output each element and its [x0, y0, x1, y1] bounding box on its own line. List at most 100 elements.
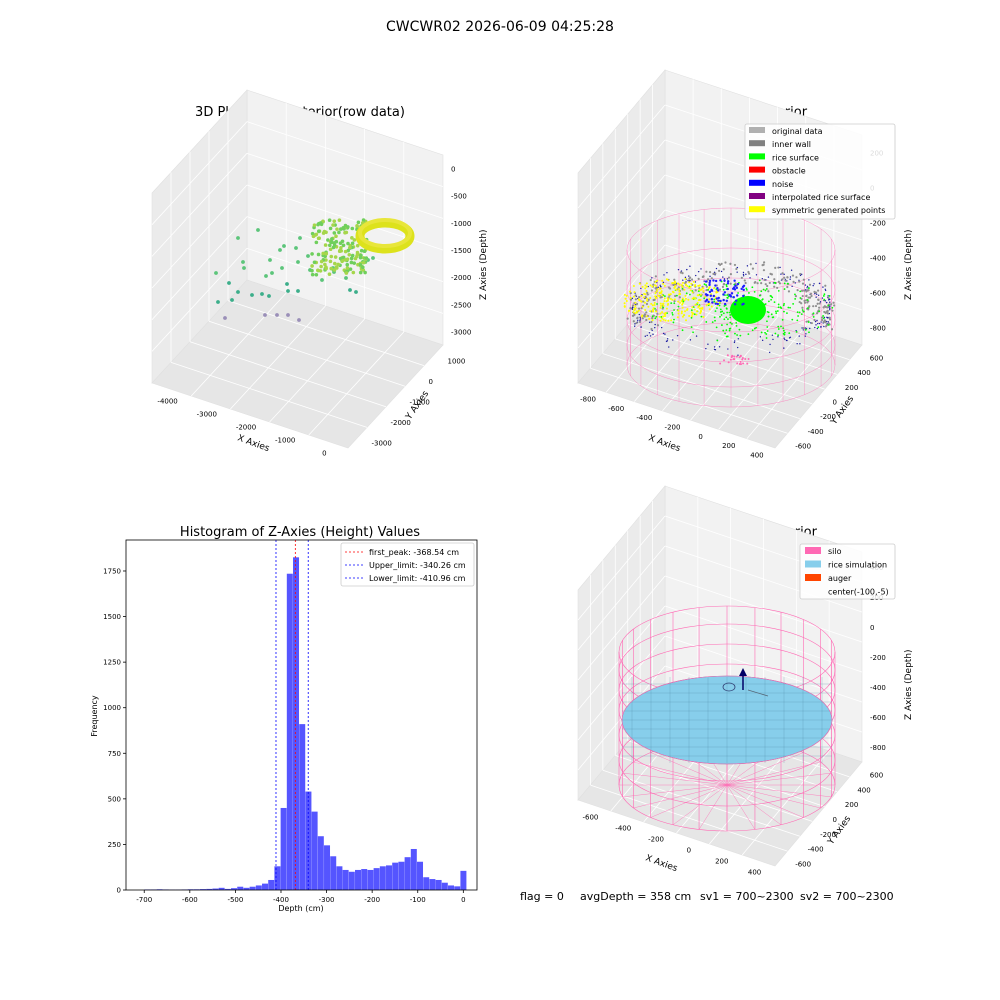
noise-point — [794, 282, 797, 284]
noise-point — [713, 346, 716, 348]
raw-point — [332, 243, 337, 247]
classify-legend: original data inner wall rice surface obsta… — [744, 123, 896, 220]
grid-line — [190, 292, 287, 397]
noise-point — [817, 294, 820, 296]
inner-wall-point — [705, 285, 708, 288]
raw-point — [349, 260, 354, 265]
inner-wall-point — [673, 278, 676, 281]
noise-point — [734, 284, 737, 287]
noise-point — [737, 354, 739, 356]
noise-point — [640, 287, 642, 290]
noise-point — [736, 294, 739, 297]
classify-legend-label: obstacle — [772, 167, 806, 176]
rice-surface-point — [705, 284, 708, 286]
symmetric-point — [697, 284, 700, 287]
noise-point — [726, 278, 729, 280]
grid-line — [615, 338, 813, 405]
raw-point — [241, 260, 245, 264]
noise-point — [784, 338, 786, 341]
symmetric-point — [713, 287, 716, 290]
noise-point — [769, 351, 771, 354]
inner-wall-point — [649, 278, 652, 282]
symmetric-point — [683, 313, 686, 316]
symmetric-point — [669, 297, 672, 300]
noise-point — [720, 270, 723, 273]
grid-line — [170, 362, 368, 428]
simulation-legend-swatch — [805, 560, 821, 568]
rice-surface-point — [690, 316, 693, 319]
noise-point — [814, 326, 816, 329]
symmetric-point — [645, 297, 648, 300]
rice-surface-point — [795, 331, 798, 333]
raw-point — [310, 268, 314, 273]
rice-surface-point — [731, 323, 733, 325]
symmetric-point — [649, 310, 652, 313]
symmetric-point — [689, 289, 692, 292]
histogram-bar — [200, 889, 207, 890]
noise-point — [659, 284, 661, 286]
raw-point — [296, 260, 300, 264]
noise-point — [700, 268, 702, 270]
symmetric-point — [669, 293, 672, 296]
symmetric-point — [681, 285, 684, 288]
rice-surface-point — [729, 321, 732, 324]
raw-plot-xlabel: X Axies — [236, 433, 271, 454]
avg-depth-text: avgDepth = 358 cm — [580, 890, 691, 903]
noise-point — [695, 335, 698, 337]
z-tick-label: -2500 — [451, 301, 471, 309]
inner-wall-point — [656, 324, 660, 327]
symmetric-point — [708, 298, 711, 301]
symmetric-point — [699, 298, 702, 301]
noise-point — [815, 296, 817, 298]
rice-surface-point — [729, 316, 732, 319]
histogram-bar — [417, 861, 424, 890]
inner-wall-point — [814, 304, 818, 308]
silo-ring-front — [621, 675, 833, 765]
rice-surface-point — [770, 313, 773, 316]
histogram-bar — [348, 871, 355, 890]
noise-point — [735, 286, 739, 290]
noise-point — [733, 288, 737, 291]
symmetric-point — [684, 310, 687, 313]
rice-surface-point — [713, 298, 716, 301]
noise-point — [755, 262, 757, 265]
symmetric-point — [634, 312, 637, 315]
x-tick-label: -400 — [636, 414, 652, 422]
obstacle-point — [731, 354, 734, 357]
y-tick-label: 0 — [429, 378, 433, 386]
symmetric-point — [671, 298, 674, 301]
noise-point — [805, 289, 807, 291]
noise-point — [686, 268, 688, 271]
raw-point — [344, 271, 349, 275]
noise-point — [723, 291, 727, 294]
rice-surface-point — [773, 301, 776, 304]
noise-point — [716, 289, 720, 292]
simulation-auger — [722, 668, 769, 697]
rice-surface-point — [723, 318, 726, 321]
symmetric-point — [654, 280, 657, 283]
y-tick-label: 0 — [833, 816, 837, 824]
symmetric-point — [697, 299, 700, 302]
z-tick-label: 0 — [451, 166, 455, 174]
rice-surface-point — [724, 332, 726, 335]
noise-point — [648, 321, 651, 324]
noise-point — [798, 335, 800, 337]
noise-point — [806, 285, 809, 288]
noise-point — [634, 323, 636, 325]
noise-point — [735, 299, 738, 302]
rice-surface-point — [722, 288, 725, 291]
x-tick-label: -2000 — [236, 424, 256, 432]
symmetric-point — [661, 311, 664, 314]
noise-point — [660, 286, 662, 288]
rice-surface-point — [719, 311, 722, 313]
symmetric-point — [672, 291, 675, 294]
inner-wall-point — [783, 276, 786, 279]
simulation-legend-label: silo — [828, 547, 842, 556]
z-tick-label: -200 — [870, 654, 886, 662]
raw-point — [223, 316, 227, 320]
symmetric-point — [661, 294, 664, 297]
rice-surface-point — [766, 320, 768, 323]
inner-wall-point — [768, 281, 771, 285]
symmetric-point — [699, 293, 702, 296]
x-tick-label: 400 — [748, 869, 761, 877]
